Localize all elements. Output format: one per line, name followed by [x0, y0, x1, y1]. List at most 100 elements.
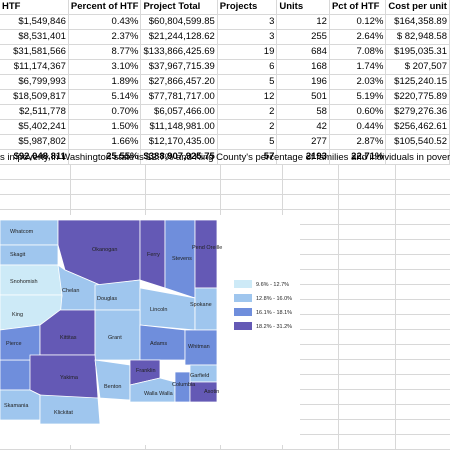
cell: 1.89% [68, 74, 142, 90]
table-row: $31,581,566 8.77% $133,866,425.69 19 684 7.08… [0, 44, 450, 60]
cell: $31,581,566 [0, 44, 69, 60]
county-label: Yakima [60, 375, 79, 381]
cell: $11,174,367 [0, 59, 69, 75]
legend-label: 12.8% - 16.0% [256, 296, 292, 302]
cell: 5 [217, 134, 278, 150]
cell: 7.08% [329, 44, 387, 60]
cell: 8.77% [68, 44, 142, 60]
legend-label: 16.1% - 18.1% [256, 310, 292, 316]
table-row: $5,987,802 1.66% $12,170,435.00 5 277 2.87% $1… [0, 134, 450, 150]
cell: $77,781,717.00 [140, 89, 218, 105]
table-row: $8,531,401 2.37% $21,244,128.62 3 255 2.64% $ … [0, 29, 450, 45]
cell: $60,804,599.85 [140, 14, 218, 30]
cell: 5.19% [329, 89, 387, 105]
county-area [94, 279, 141, 311]
cell: 2.64% [329, 29, 387, 45]
cell: 2 [217, 119, 278, 135]
cell: Units [276, 0, 330, 15]
cell: Project Total [140, 0, 218, 15]
table-row: $6,799,993 1.89% $27,866,457.20 5 196 2.03% $1… [0, 74, 450, 90]
cell: 196 [276, 74, 330, 90]
county-label: Pend Oreille [192, 245, 222, 251]
cell: $5,402,241 [0, 119, 69, 135]
cell: 0.44% [329, 119, 387, 135]
cell: 277 [276, 134, 330, 150]
cell: $11,148,981.00 [140, 119, 218, 135]
county-label: Okanogan [92, 247, 117, 253]
data-table: HTF Percent of HTF Project Total Projects Un… [0, 0, 450, 165]
cell: $ 82,948.58 [385, 29, 450, 45]
cell: 2.87% [329, 134, 387, 150]
cell: 2.37% [68, 29, 142, 45]
cell: $ 207,507 [385, 59, 450, 75]
county-label: Whitman [188, 344, 210, 350]
table-row: $5,402,241 1.50% $11,148,981.00 2 42 0.44% $25… [0, 119, 450, 135]
county-label: Snohomish [10, 279, 38, 285]
cell: 0.12% [329, 14, 387, 30]
county-label: Skamania [4, 403, 29, 409]
cell: $388,907,925.75 [140, 149, 218, 165]
county-label: Skagit [10, 252, 26, 258]
legend-swatch [234, 294, 252, 302]
county-label: Adams [150, 341, 167, 347]
cell: 0.70% [68, 104, 142, 120]
cell: 5.14% [68, 89, 142, 105]
cell: $105,540.52 [385, 134, 450, 150]
legend-swatch [234, 322, 252, 330]
cell: 42 [276, 119, 330, 135]
cell: 19 [217, 44, 278, 60]
cell: 12 [217, 89, 278, 105]
legend-swatch [234, 280, 252, 288]
county-label: Spokane [190, 302, 212, 308]
cell: $21,244,128.62 [140, 29, 218, 45]
cell: 22.71% [329, 149, 387, 165]
cell: 501 [276, 89, 330, 105]
cell: 684 [276, 44, 330, 60]
cell: $27,866,457.20 [140, 74, 218, 90]
cell: $37,967,715.39 [140, 59, 218, 75]
table-row: $18,509,817 5.14% $77,781,717.00 12 501 5.19%… [0, 89, 450, 105]
cell: 12 [276, 14, 330, 30]
county-label: Whatcom [10, 229, 34, 235]
cell: 1.66% [68, 134, 142, 150]
cell: 0.60% [329, 104, 387, 120]
cell: $220,775.89 [385, 89, 450, 105]
cell: 58 [276, 104, 330, 120]
cell: $279,276.36 [385, 104, 450, 120]
cell: 2193 [276, 149, 330, 165]
cell: $12,170,435.00 [140, 134, 218, 150]
cell: 1.74% [329, 59, 387, 75]
county-label: Benton [104, 384, 121, 390]
note-text: s in poverty in Washington state is 12.7… [0, 152, 450, 163]
cell: $5,987,802 [0, 134, 69, 150]
cell: 2.03% [329, 74, 387, 90]
county-area [194, 287, 218, 331]
cell: 3.10% [68, 59, 142, 75]
county-label: Asotin [204, 389, 219, 395]
cell: Projects [217, 0, 278, 15]
legend-label: 18.2% - 31.2% [256, 324, 292, 330]
county-label: Garfield [190, 373, 209, 379]
cell: $92,048,811 [0, 149, 69, 165]
county-label: Grant [108, 335, 122, 341]
cell: $6,057,466.00 [140, 104, 218, 120]
cell: $125,240.15 [385, 74, 450, 90]
table-row: $1,549,846 0.43% $60,804,599.85 3 12 0.12% $16… [0, 14, 450, 30]
cell: 6 [217, 59, 278, 75]
county-label: Columbia [172, 382, 196, 388]
legend-label: 9.6% - 12.7% [256, 282, 289, 288]
cell: Percent of HTF [68, 0, 142, 15]
cell: $256,462.61 [385, 119, 450, 135]
county-area [194, 219, 218, 289]
cell [385, 149, 450, 165]
cell: $1,549,846 [0, 14, 69, 30]
county-label: Kittitas [60, 335, 77, 341]
cell: 2 [217, 104, 278, 120]
county-label: Klickitat [54, 410, 73, 416]
cell: $6,799,993 [0, 74, 69, 90]
table-row: HTF Percent of HTF Project Total Projects Un… [0, 0, 450, 15]
cell: 57 [217, 149, 278, 165]
cell: 3 [217, 29, 278, 45]
